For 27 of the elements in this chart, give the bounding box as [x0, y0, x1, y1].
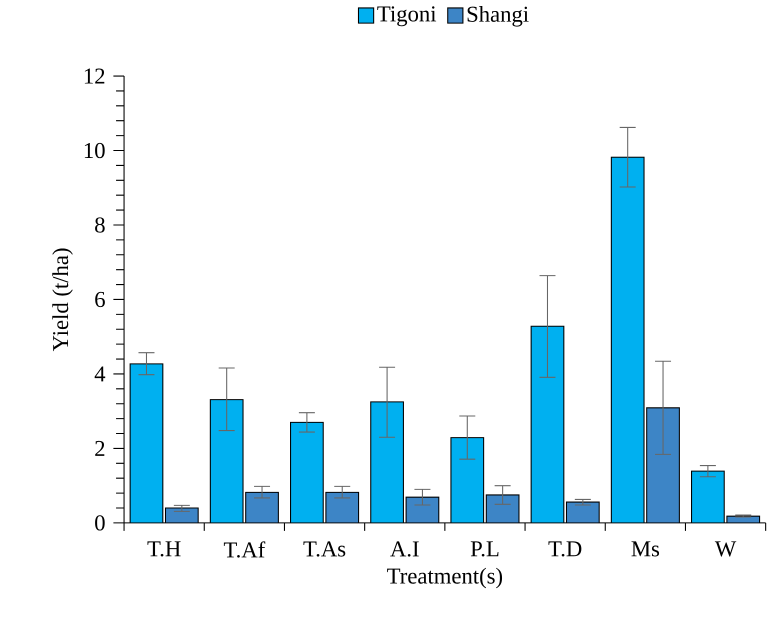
y-tick-label: 6 — [95, 292, 105, 308]
y-tick-label: 0 — [95, 515, 105, 531]
y-tick-label: 12 — [84, 68, 104, 84]
x-tick-label: T.As — [303, 541, 346, 557]
x-axis-title: Treatment(s) — [387, 568, 502, 588]
bar — [611, 157, 644, 523]
bar — [450, 438, 484, 523]
legend-label: Shangi — [468, 6, 529, 27]
x-tick-label: A.I — [390, 541, 419, 557]
legend-label: Tigoni — [377, 6, 436, 26]
bar — [691, 470, 725, 523]
x-tick-label: T.D — [548, 541, 582, 557]
bar — [370, 402, 404, 523]
y-axis-title: Yield (t/ha) — [52, 248, 73, 352]
x-tick-label: Ms — [632, 541, 660, 557]
y-tick-label: 10 — [84, 142, 105, 158]
y-tick-label: 8 — [95, 217, 105, 233]
x-tick-label: W — [714, 541, 736, 557]
y-tick-label: 4 — [94, 366, 106, 382]
bar — [210, 400, 244, 523]
x-tick-label: P.L — [470, 541, 498, 557]
bar — [531, 326, 564, 523]
x-tick-label: T.H — [147, 541, 181, 557]
y-tick-label: 2 — [95, 440, 104, 456]
bar — [130, 364, 163, 523]
bar — [290, 422, 324, 523]
x-tick-label: T.Af — [224, 541, 266, 558]
